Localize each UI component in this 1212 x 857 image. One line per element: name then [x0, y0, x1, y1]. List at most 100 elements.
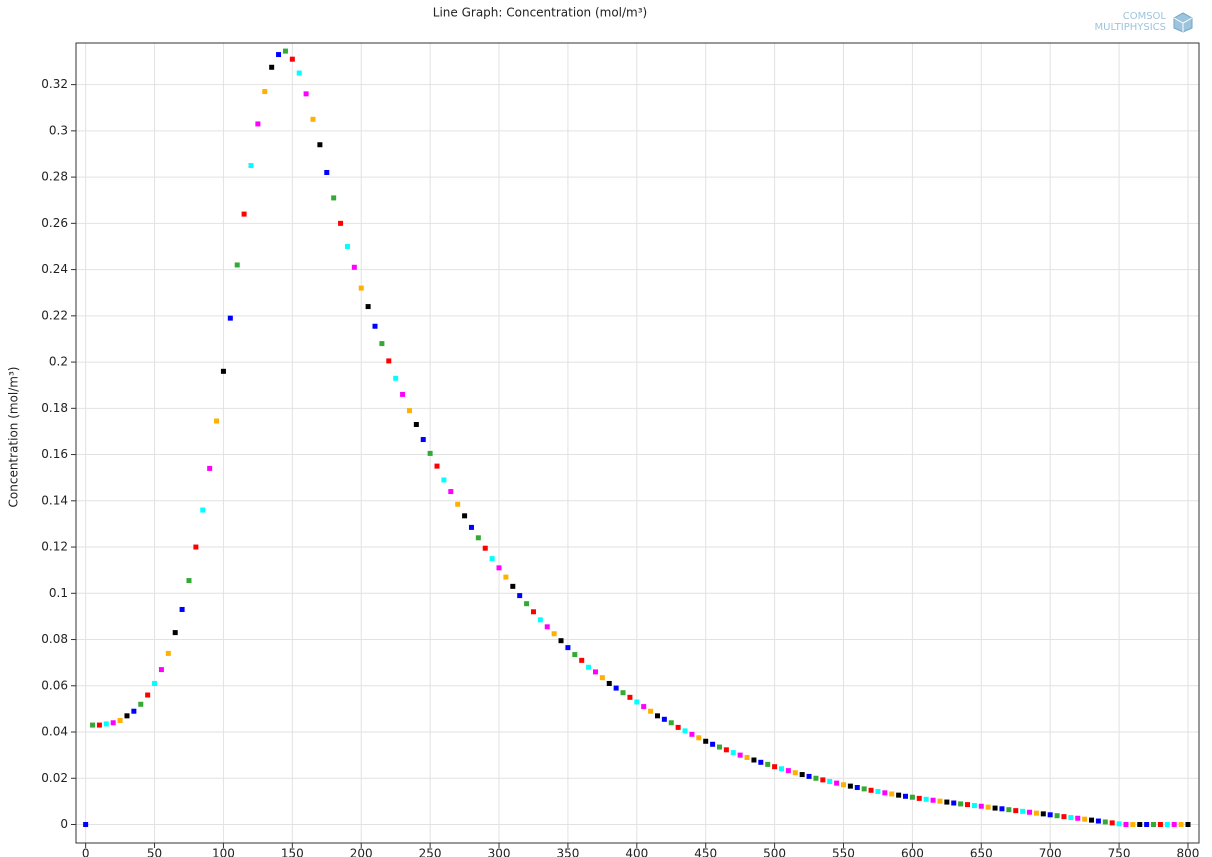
- marker: [434, 463, 440, 469]
- marker: [262, 89, 268, 95]
- marker: [455, 501, 461, 507]
- marker: [627, 694, 633, 700]
- marker: [517, 593, 523, 599]
- marker: [696, 735, 702, 741]
- marker: [785, 768, 791, 774]
- marker: [1006, 807, 1012, 813]
- marker: [634, 699, 640, 705]
- marker: [1144, 822, 1150, 828]
- marker: [400, 391, 406, 397]
- marker: [1109, 820, 1115, 826]
- marker: [90, 722, 96, 728]
- marker: [613, 685, 619, 691]
- marker: [1047, 812, 1053, 818]
- marker: [282, 48, 288, 54]
- y-tick-label: 0.04: [41, 725, 68, 739]
- marker: [599, 675, 605, 681]
- marker: [1040, 811, 1046, 817]
- marker: [971, 803, 977, 809]
- marker: [937, 798, 943, 804]
- marker: [682, 728, 688, 734]
- marker: [1061, 814, 1067, 820]
- marker: [944, 799, 950, 805]
- marker: [496, 565, 502, 571]
- marker: [730, 750, 736, 756]
- marker: [758, 759, 764, 765]
- marker: [248, 163, 254, 169]
- marker: [875, 788, 881, 794]
- marker: [358, 285, 364, 291]
- marker: [572, 652, 578, 658]
- marker: [847, 783, 853, 789]
- marker: [710, 741, 716, 747]
- marker: [551, 631, 557, 637]
- marker: [772, 764, 778, 770]
- x-tick-label: 350: [556, 847, 579, 857]
- y-tick-label: 0.2: [49, 355, 68, 369]
- marker: [641, 704, 647, 710]
- marker: [1137, 822, 1143, 828]
- marker: [992, 805, 998, 811]
- x-tick-label: 450: [694, 847, 717, 857]
- y-tick-label: 0.24: [41, 262, 68, 276]
- marker: [1082, 816, 1088, 822]
- y-tick-label: 0: [60, 817, 68, 831]
- marker: [765, 761, 771, 767]
- marker: [606, 680, 612, 686]
- marker: [537, 617, 543, 623]
- marker: [331, 195, 337, 201]
- marker: [737, 752, 743, 758]
- y-tick-label: 0.1: [49, 586, 68, 600]
- marker: [96, 722, 102, 728]
- marker: [475, 535, 481, 541]
- y-tick-label: 0.18: [41, 401, 68, 415]
- marker: [965, 802, 971, 808]
- marker: [999, 806, 1005, 812]
- x-tick-label: 800: [1177, 847, 1200, 857]
- marker: [227, 315, 233, 321]
- marker: [372, 323, 378, 329]
- marker: [296, 70, 302, 76]
- x-tick-label: 500: [763, 847, 786, 857]
- y-tick-label: 0.08: [41, 632, 68, 646]
- x-tick-label: 650: [970, 847, 993, 857]
- marker: [420, 437, 426, 443]
- marker: [462, 513, 468, 519]
- x-tick-label: 50: [147, 847, 162, 857]
- logo-text: COMSOL: [1123, 11, 1167, 22]
- marker: [200, 507, 206, 513]
- y-axis-label: Concentration (mol/m³): [7, 367, 21, 508]
- marker: [255, 121, 261, 127]
- marker: [441, 477, 447, 483]
- marker: [1164, 822, 1170, 828]
- marker: [620, 690, 626, 696]
- marker: [124, 713, 130, 719]
- marker: [675, 724, 681, 730]
- marker: [179, 606, 185, 612]
- marker: [1033, 810, 1039, 816]
- marker: [792, 770, 798, 776]
- marker: [289, 56, 295, 62]
- marker: [930, 797, 936, 803]
- y-tick-label: 0.22: [41, 308, 68, 322]
- marker: [820, 777, 826, 783]
- x-tick-label: 100: [212, 847, 235, 857]
- marker: [393, 375, 399, 381]
- marker: [592, 669, 598, 675]
- x-tick-label: 700: [1039, 847, 1062, 857]
- plot-area: 0 0.02 0.04 0.06 0.08 0.1 0.12 0.14 0.16 0.18 0.2 0…: [41, 43, 1199, 857]
- marker: [276, 52, 282, 58]
- marker: [1013, 808, 1019, 814]
- marker: [138, 701, 144, 707]
- marker: [103, 721, 109, 727]
- logo-text: MULTIPHYSICS: [1095, 22, 1166, 33]
- plot-frame: [75, 42, 1200, 844]
- marker: [654, 713, 660, 719]
- marker: [317, 142, 323, 148]
- y-tick-label: 0.02: [41, 771, 68, 785]
- marker: [1102, 819, 1108, 825]
- marker: [586, 664, 592, 670]
- marker: [1068, 815, 1074, 821]
- marker: [172, 630, 178, 636]
